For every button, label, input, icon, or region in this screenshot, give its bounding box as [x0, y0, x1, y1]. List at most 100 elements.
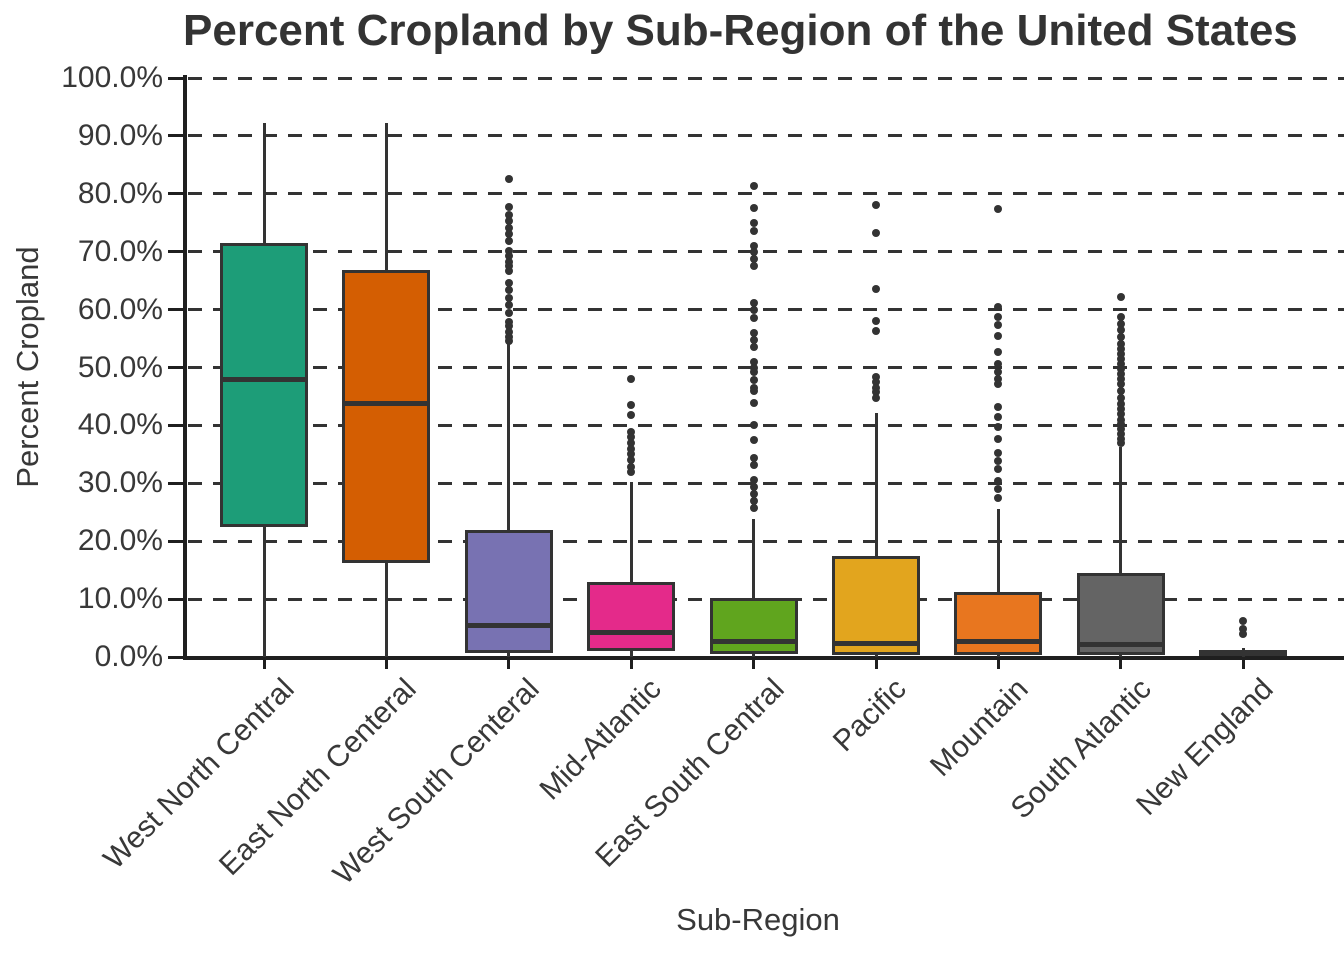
outlier-dot-6-14 — [994, 448, 1003, 457]
outlier-dot-4-4 — [749, 242, 758, 251]
outlier-dot-2-17 — [504, 317, 513, 326]
outlier-dot-6-8 — [994, 375, 1003, 384]
outlier-dot-5-7 — [872, 383, 880, 392]
x-tick-mark-3 — [629, 660, 633, 669]
outlier-dot-2-13 — [504, 285, 513, 294]
outlier-dot-2-14 — [504, 294, 513, 303]
gridline-100 — [188, 76, 1344, 80]
y-tick-label-4: 40.0% — [77, 408, 163, 442]
outlier-dot-6-1 — [994, 302, 1003, 311]
outlier-dot-7-18 — [1116, 410, 1125, 419]
outlier-dot-7-21 — [1116, 425, 1125, 434]
outlier-dot-2-2 — [504, 210, 513, 219]
outlier-dot-7-0 — [1116, 292, 1125, 301]
median-line-6 — [954, 639, 1043, 645]
outlier-dot-5-2 — [872, 285, 880, 294]
median-line-3 — [587, 629, 676, 635]
outlier-dot-4-12 — [749, 336, 758, 345]
gridline-60 — [188, 308, 1344, 312]
x-tick-mark-7 — [1119, 660, 1123, 669]
outlier-dot-2-3 — [504, 217, 513, 225]
upper-whisker-2 — [507, 344, 511, 531]
y-tick-mark-2 — [168, 539, 183, 543]
outlier-dot-7-24 — [1116, 438, 1125, 447]
box-4 — [709, 597, 798, 654]
x-tick-mark-8 — [1241, 660, 1245, 669]
outlier-dot-4-20 — [749, 398, 758, 407]
outlier-dot-4-29 — [749, 503, 758, 512]
upper-whisker-1 — [384, 123, 388, 270]
lower-whisker-0 — [262, 526, 266, 657]
lower-whisker-8 — [1241, 655, 1245, 657]
outlier-dot-7-17 — [1116, 405, 1125, 414]
outlier-dot-6-15 — [994, 456, 1003, 465]
upper-whisker-0 — [262, 122, 266, 243]
outlier-dot-6-3 — [994, 321, 1003, 330]
outlier-dot-6-5 — [994, 347, 1003, 356]
gridline-50 — [188, 366, 1344, 369]
outlier-dot-7-10 — [1116, 365, 1125, 374]
box-1 — [342, 269, 431, 563]
outlier-dot-2-19 — [504, 327, 513, 336]
outlier-dot-6-9 — [994, 379, 1003, 388]
outlier-dot-7-6 — [1116, 344, 1125, 353]
outlier-dot-4-14 — [749, 357, 758, 366]
median-line-0 — [220, 376, 308, 382]
box-2 — [464, 530, 553, 653]
outlier-dot-7-12 — [1116, 375, 1125, 384]
median-line-5 — [832, 640, 920, 646]
x-tick-mark-2 — [507, 660, 511, 669]
outlier-dot-7-4 — [1116, 333, 1125, 342]
x-tick-mark-1 — [384, 660, 388, 669]
outlier-dot-2-8 — [504, 252, 513, 261]
outlier-dot-7-2 — [1116, 320, 1125, 329]
outlier-dot-4-6 — [749, 254, 758, 263]
outlier-dot-6-7 — [994, 368, 1003, 377]
y-tick-label-1: 10.0% — [77, 582, 163, 616]
x-tick-mark-4 — [752, 660, 756, 669]
outlier-dot-3-4 — [627, 432, 636, 441]
y-tick-mark-9 — [168, 134, 183, 138]
outlier-dot-5-6 — [872, 377, 880, 386]
y-tick-label-6: 60.0% — [77, 292, 163, 326]
y-tick-mark-8 — [168, 192, 183, 196]
lower-whisker-6 — [996, 654, 1000, 657]
outlier-dot-6-11 — [994, 413, 1003, 422]
outlier-dot-7-19 — [1116, 415, 1125, 424]
outlier-dot-4-27 — [749, 489, 758, 498]
y-tick-mark-5 — [168, 366, 183, 369]
upper-whisker-3 — [629, 481, 633, 582]
y-tick-label-9: 90.0% — [77, 118, 163, 152]
outlier-dot-2-15 — [504, 300, 513, 309]
box-5 — [832, 556, 920, 655]
box-7 — [1076, 573, 1165, 655]
outlier-dot-3-1 — [627, 401, 636, 410]
outlier-dot-7-1 — [1116, 313, 1125, 322]
outlier-dot-7-13 — [1116, 379, 1125, 388]
outlier-dot-4-28 — [749, 496, 758, 505]
outlier-dot-5-0 — [872, 201, 880, 210]
y-tick-mark-7 — [168, 250, 183, 254]
outlier-dot-2-11 — [504, 267, 513, 276]
outlier-dot-4-8 — [749, 299, 758, 308]
outlier-dot-5-1 — [872, 228, 880, 237]
outlier-dot-8-1 — [1239, 625, 1248, 634]
lower-whisker-5 — [874, 654, 878, 657]
outlier-dot-4-19 — [749, 387, 758, 396]
box-3 — [587, 581, 676, 652]
median-line-7 — [1076, 641, 1165, 647]
median-line-1 — [342, 400, 431, 406]
outlier-dot-4-13 — [749, 343, 758, 352]
outlier-dot-2-10 — [504, 262, 513, 271]
outlier-dot-4-25 — [749, 475, 758, 484]
x-tick-mark-5 — [874, 660, 878, 669]
outlier-dot-3-3 — [627, 427, 636, 436]
outlier-dot-4-9 — [749, 306, 758, 315]
box-0 — [220, 243, 308, 527]
outlier-dot-4-11 — [749, 329, 758, 338]
outlier-dot-4-16 — [749, 368, 758, 377]
y-tick-mark-10 — [168, 76, 183, 80]
gridline-80 — [188, 192, 1344, 196]
outlier-dot-4-2 — [749, 219, 758, 228]
